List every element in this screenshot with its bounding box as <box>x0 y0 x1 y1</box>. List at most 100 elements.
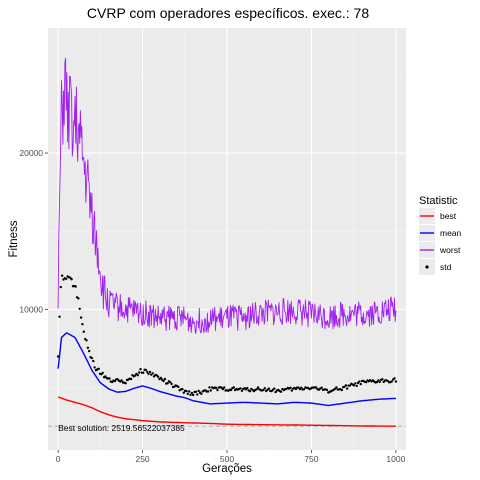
series-std-point <box>364 381 368 384</box>
legend-label-best: best <box>440 211 457 221</box>
series-std-point <box>239 387 242 390</box>
series-std-point <box>255 388 258 391</box>
series-std-point <box>209 389 212 392</box>
series-std-point <box>263 387 266 390</box>
series-std-point <box>232 386 235 389</box>
series-std-point <box>138 371 141 374</box>
series-std-point <box>229 388 233 392</box>
series-std-point <box>359 382 362 386</box>
series-std-point <box>256 386 260 389</box>
series-std-point <box>113 379 117 383</box>
series-std-point <box>85 339 88 342</box>
series-std-point <box>169 381 172 384</box>
series-std-point <box>133 374 137 377</box>
series-std-point <box>190 391 194 395</box>
y-tick-label: 20000 <box>19 148 43 158</box>
chart-title: CVRP com operadores específicos. exec.: … <box>87 5 369 21</box>
legend-swatch-std <box>425 265 429 269</box>
y-axis-title: Fitness <box>8 220 20 257</box>
x-tick-label: 750 <box>304 454 318 464</box>
series-std-point <box>82 330 86 333</box>
series-std-point <box>142 371 145 374</box>
series-std-point <box>163 377 167 381</box>
series-best-line <box>57 396 396 427</box>
series-std-point <box>152 375 156 378</box>
series-worst-line <box>57 57 397 334</box>
legend-label-mean: mean <box>440 228 462 238</box>
series-std-point <box>159 376 162 380</box>
series-std <box>56 274 398 397</box>
series-std-point <box>206 390 210 393</box>
series-std-point <box>352 384 356 387</box>
y-axis-ticks: 10000 20000 <box>19 148 48 314</box>
series-std-point <box>248 390 252 393</box>
series-std-point <box>74 285 77 288</box>
series-std-point <box>86 346 90 349</box>
series-std-point <box>197 389 200 393</box>
series-std-point <box>346 387 349 390</box>
legend-label-std: std <box>440 262 452 272</box>
series-std-point <box>208 386 211 389</box>
series-std-point <box>289 386 292 389</box>
series-std-point <box>101 371 104 375</box>
series-std-point <box>355 384 358 388</box>
legend-label-worst: worst <box>439 245 461 255</box>
x-axis-title: Gerações <box>202 463 252 475</box>
series-std-point <box>340 388 343 392</box>
series-std-point <box>348 384 352 387</box>
series-std-point <box>358 380 361 383</box>
series-std-point <box>279 390 283 393</box>
series-std-point <box>290 389 293 392</box>
series-std-point <box>335 386 338 389</box>
x-tick-label: 0 <box>56 454 61 464</box>
series-std-point <box>93 366 96 369</box>
series-std-point <box>390 380 393 383</box>
series-std-point <box>325 388 329 392</box>
series-worst <box>57 57 397 334</box>
series-std-point <box>77 297 80 300</box>
series-std-point <box>320 386 323 389</box>
series-std-point <box>246 386 249 390</box>
series-std-point <box>215 386 218 390</box>
series-std-point <box>216 388 219 392</box>
legend-title: Statistic <box>419 195 458 207</box>
series-std-point <box>194 390 198 393</box>
series-std-point <box>189 393 192 397</box>
x-axis-ticks: 0 250 500 750 1000 <box>56 450 406 464</box>
series-std-point <box>274 390 277 394</box>
legend: Statistic best mean worst std <box>419 195 462 275</box>
series-std-point <box>262 388 265 392</box>
series-std-point <box>223 386 226 389</box>
series-std-point <box>90 356 94 360</box>
series-std-point <box>148 370 152 374</box>
series-std-point <box>151 372 154 375</box>
series-std-point <box>78 307 81 310</box>
series-std-point <box>221 387 225 391</box>
series-std-point <box>147 372 150 376</box>
series-std-point <box>124 382 127 385</box>
series-std-point <box>177 385 180 389</box>
series-std-point <box>58 315 61 318</box>
series-std-point <box>120 379 123 382</box>
series-std-point <box>344 384 348 387</box>
series-std-point <box>79 316 83 319</box>
x-tick-label: 1000 <box>386 454 405 464</box>
series-std-point <box>88 349 91 353</box>
series-std-point <box>393 377 396 380</box>
series-std-point <box>192 393 195 397</box>
series-std-point <box>166 382 169 385</box>
series-std-point <box>170 382 173 386</box>
series-std-point <box>139 368 142 371</box>
series-std-point <box>302 388 306 391</box>
series-mean-line <box>57 332 396 407</box>
grid-major <box>48 28 406 450</box>
series-mean <box>57 332 396 407</box>
series-std-point <box>81 323 84 326</box>
series-std-point <box>162 379 165 383</box>
series-std-point <box>136 374 139 377</box>
series-std-point <box>108 377 111 380</box>
y-tick-label: 10000 <box>19 304 43 314</box>
series-std-point <box>315 386 318 389</box>
series-std-point <box>97 367 100 370</box>
